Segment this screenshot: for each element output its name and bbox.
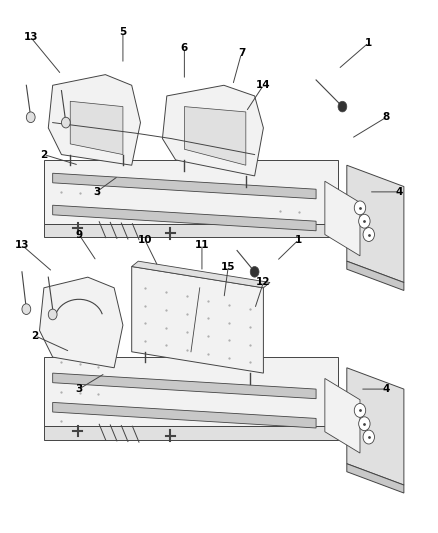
Circle shape	[353, 403, 365, 417]
Polygon shape	[44, 224, 337, 237]
Circle shape	[358, 214, 369, 228]
Polygon shape	[346, 261, 403, 290]
Circle shape	[26, 112, 35, 123]
Circle shape	[353, 201, 365, 215]
Text: 8: 8	[382, 112, 389, 122]
Text: 3: 3	[75, 384, 82, 394]
Circle shape	[358, 417, 369, 431]
Polygon shape	[346, 165, 403, 282]
Text: 13: 13	[14, 240, 29, 250]
Text: 1: 1	[364, 38, 371, 47]
Polygon shape	[53, 173, 315, 199]
Circle shape	[337, 101, 346, 112]
Text: 4: 4	[382, 384, 389, 394]
Polygon shape	[53, 373, 315, 399]
Polygon shape	[44, 426, 337, 440]
Polygon shape	[44, 357, 337, 426]
Polygon shape	[53, 205, 315, 231]
Text: 11: 11	[194, 240, 209, 250]
Circle shape	[48, 309, 57, 320]
Polygon shape	[44, 160, 337, 224]
Text: 13: 13	[23, 33, 38, 42]
Polygon shape	[39, 277, 123, 368]
Text: 2: 2	[40, 150, 47, 159]
Polygon shape	[48, 75, 140, 165]
Text: 3: 3	[93, 187, 100, 197]
Text: 2: 2	[32, 331, 39, 341]
Polygon shape	[184, 107, 245, 165]
Polygon shape	[162, 85, 263, 176]
Text: 12: 12	[255, 278, 270, 287]
Circle shape	[250, 266, 258, 277]
Text: 7: 7	[237, 49, 244, 58]
Text: 1: 1	[294, 235, 301, 245]
Text: 15: 15	[220, 262, 235, 271]
Text: 14: 14	[255, 80, 270, 90]
Circle shape	[61, 117, 70, 128]
Circle shape	[362, 228, 374, 241]
Polygon shape	[131, 266, 263, 373]
Circle shape	[22, 304, 31, 314]
Text: 5: 5	[119, 27, 126, 37]
Text: 6: 6	[180, 43, 187, 53]
Circle shape	[362, 430, 374, 444]
Text: 9: 9	[75, 230, 82, 239]
Text: 10: 10	[137, 235, 152, 245]
Text: 4: 4	[395, 187, 402, 197]
Polygon shape	[70, 101, 123, 155]
Polygon shape	[53, 402, 315, 428]
Polygon shape	[324, 181, 359, 256]
Polygon shape	[131, 261, 269, 288]
Polygon shape	[346, 464, 403, 493]
Polygon shape	[324, 378, 359, 453]
Polygon shape	[346, 368, 403, 485]
